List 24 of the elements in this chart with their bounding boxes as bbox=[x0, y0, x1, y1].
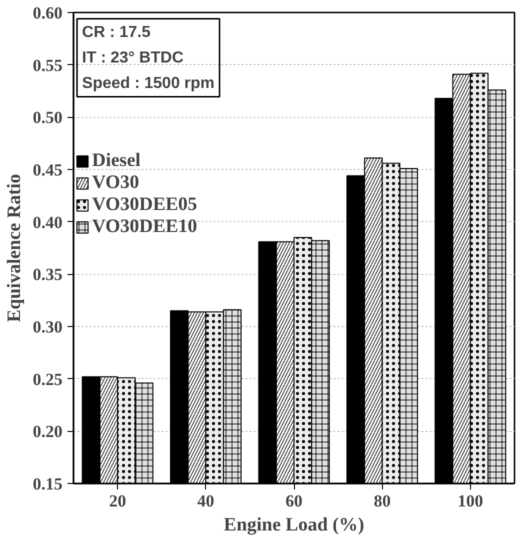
y-tick-label: 0.40 bbox=[32, 212, 62, 232]
legend-label: VO30DEE05 bbox=[92, 194, 198, 216]
y-tick-label: 0.35 bbox=[32, 265, 62, 284]
x-tick-label: 20 bbox=[109, 492, 126, 510]
x-tick-label: 40 bbox=[197, 492, 214, 510]
y-tick-label: 0.30 bbox=[32, 318, 62, 336]
legend-label: Diesel bbox=[92, 150, 141, 172]
y-axis-title: Equivalence Ratio bbox=[4, 174, 25, 322]
x-axis-title: Engine Load (%) bbox=[224, 514, 364, 536]
legend-label: VO30 bbox=[92, 172, 140, 194]
legend-label: VO30DEE10 bbox=[92, 216, 198, 238]
annotation: Speed : 1500 rpm bbox=[82, 74, 215, 92]
x-tick-label: 60 bbox=[286, 492, 302, 510]
x-tick-label: 80 bbox=[374, 492, 391, 510]
y-tick-label: 0.45 bbox=[32, 160, 62, 180]
annotation: CR : 17.5 bbox=[82, 24, 151, 41]
y-tick-label: 0.15 bbox=[32, 474, 62, 494]
y-tick-label: 0.25 bbox=[32, 370, 62, 389]
x-tick-label: 100 bbox=[458, 492, 484, 510]
annotation: IT : 23° BTDC bbox=[82, 49, 184, 66]
y-tick-label: 0.55 bbox=[32, 56, 62, 75]
y-tick-label: 0.50 bbox=[32, 108, 62, 128]
y-tick-label: 0.60 bbox=[32, 4, 62, 22]
y-tick-label: 0.20 bbox=[32, 422, 62, 442]
